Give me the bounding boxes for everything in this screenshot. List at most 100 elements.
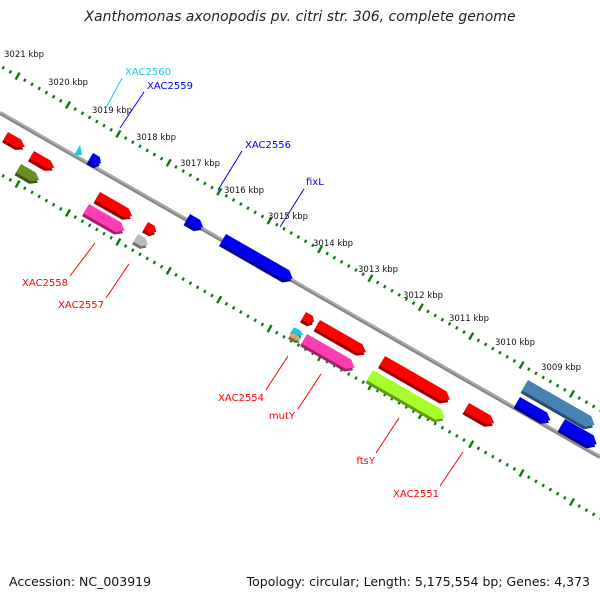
ruler-tick bbox=[354, 268, 358, 273]
gene-label[interactable]: ftsY bbox=[356, 456, 375, 467]
gene-label[interactable]: XAC2558 bbox=[22, 278, 68, 289]
gene-arrow[interactable] bbox=[82, 204, 125, 235]
gene-label[interactable]: XAC2557 bbox=[58, 300, 104, 311]
ruler-tick bbox=[51, 94, 56, 99]
ruler-tick bbox=[447, 429, 452, 434]
gene-label[interactable]: XAC2559 bbox=[147, 81, 193, 92]
ruler-tick bbox=[591, 404, 596, 409]
ruler-tick bbox=[131, 140, 135, 145]
ruler-tick bbox=[181, 169, 185, 173]
ruler-tick bbox=[174, 164, 178, 169]
ruler-tick bbox=[534, 371, 538, 376]
ruler-tick bbox=[468, 332, 475, 341]
gene-arrow[interactable] bbox=[365, 370, 445, 423]
ruler-tick bbox=[455, 325, 459, 330]
gene-leader-line bbox=[375, 417, 400, 454]
ruler-tick bbox=[152, 260, 157, 265]
accession-text: Accession: NC_003919 bbox=[9, 574, 152, 589]
kbp-tick-labels: 3021 kbp 3020 kbp 3019 kbp 3018 kbp 3017 kbp… bbox=[4, 50, 581, 373]
ruler-tick bbox=[316, 245, 324, 254]
ruler-tick bbox=[584, 400, 589, 405]
gene-label[interactable]: mutY bbox=[269, 411, 296, 422]
gene-arrow[interactable] bbox=[219, 234, 293, 283]
ruler-tick bbox=[548, 379, 553, 384]
gene-arrow[interactable] bbox=[313, 320, 367, 356]
ruler-tick bbox=[505, 462, 509, 467]
ruler-tick bbox=[159, 264, 164, 269]
ruler-tick bbox=[397, 292, 401, 297]
ruler-tick bbox=[541, 483, 545, 488]
kbp-ruler-inner bbox=[1, 173, 600, 520]
ruler-tick bbox=[1, 65, 5, 70]
gene-arrow[interactable] bbox=[142, 222, 157, 237]
ruler-tick bbox=[491, 454, 495, 459]
ruler-tick bbox=[109, 235, 113, 240]
ruler-tick bbox=[462, 438, 466, 442]
ruler-tick bbox=[210, 293, 214, 298]
ruler-tick bbox=[203, 289, 207, 294]
ruler-tick bbox=[462, 330, 466, 334]
ruler-tick bbox=[87, 223, 92, 228]
gene-label[interactable]: XAC2551 bbox=[393, 489, 439, 500]
ruler-tick bbox=[411, 301, 416, 306]
gene-labels: XAC2560 XAC2559 XAC2556 fixL XAC2558 XAC2557 X… bbox=[22, 67, 464, 500]
ruler-tick bbox=[44, 198, 49, 203]
kbp-tick-label: 3018 kbp bbox=[136, 133, 176, 143]
ruler-tick bbox=[138, 252, 142, 257]
gene-features bbox=[2, 132, 597, 449]
ruler-tick bbox=[275, 222, 279, 227]
ruler-tick bbox=[165, 266, 172, 275]
gene-arrow[interactable] bbox=[132, 234, 148, 249]
gene-arrow[interactable] bbox=[513, 397, 551, 424]
kbp-tick-label: 3017 kbp bbox=[180, 159, 220, 169]
ruler-tick bbox=[404, 297, 409, 301]
kbp-tick-label: 3010 kbp bbox=[495, 338, 535, 348]
gene-label[interactable]: XAC2560 bbox=[125, 67, 171, 78]
kbp-tick-label: 3012 kbp bbox=[403, 291, 443, 301]
ruler-tick bbox=[64, 100, 72, 110]
gene-label[interactable]: XAC2554 bbox=[218, 393, 264, 404]
ruler-tick bbox=[59, 206, 63, 211]
ruler-tick bbox=[518, 468, 525, 478]
ruler-tick bbox=[216, 295, 223, 304]
gene-label[interactable]: fixL bbox=[306, 177, 324, 188]
gene-arrow[interactable] bbox=[462, 403, 495, 427]
gene-arrow[interactable] bbox=[2, 132, 25, 150]
gene-arrow[interactable] bbox=[28, 151, 55, 171]
ruler-tick bbox=[210, 185, 214, 190]
ruler-tick bbox=[548, 487, 553, 492]
gene-arrow[interactable] bbox=[14, 164, 40, 184]
ruler-tick bbox=[195, 285, 200, 290]
genome-backbone bbox=[0, 111, 600, 459]
ruler-tick bbox=[253, 210, 257, 215]
gene-arrow[interactable] bbox=[93, 192, 133, 220]
ruler-tick bbox=[145, 256, 149, 261]
gene-arrow[interactable] bbox=[557, 419, 597, 449]
gene-leader-line bbox=[439, 451, 464, 487]
gene-arrow[interactable] bbox=[288, 332, 302, 343]
gene-leader-line bbox=[69, 242, 96, 277]
gene-arrow[interactable] bbox=[74, 145, 82, 155]
gene-label[interactable]: XAC2556 bbox=[245, 140, 291, 151]
gene-arrow[interactable] bbox=[86, 153, 101, 169]
gene-arrow[interactable] bbox=[300, 334, 355, 372]
ruler-tick bbox=[80, 111, 85, 116]
gene-arrow[interactable] bbox=[520, 380, 595, 430]
gene-arrow[interactable] bbox=[300, 312, 315, 327]
ruler-tick bbox=[447, 321, 452, 326]
ruler-tick bbox=[239, 310, 243, 314]
ruler-tick bbox=[512, 358, 517, 363]
gene-arrow[interactable] bbox=[378, 356, 450, 404]
gene-arrow[interactable] bbox=[290, 327, 304, 338]
ruler-tick bbox=[109, 127, 113, 132]
ruler-tick bbox=[491, 346, 495, 351]
gene-arrow[interactable] bbox=[183, 214, 204, 232]
ruler-tick bbox=[332, 255, 337, 260]
ruler-tick bbox=[188, 281, 193, 286]
ruler-tick bbox=[375, 280, 380, 285]
ruler-tick bbox=[296, 343, 301, 348]
ruler-tick bbox=[102, 231, 106, 236]
ruler-tick bbox=[568, 497, 576, 507]
gene-leader-line bbox=[105, 77, 123, 109]
